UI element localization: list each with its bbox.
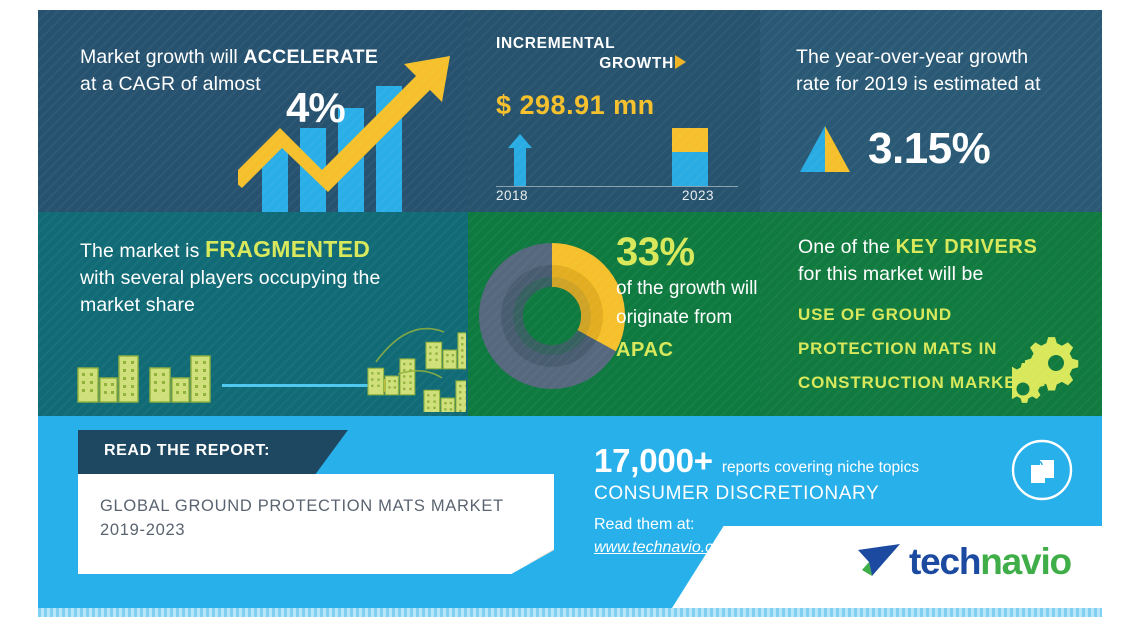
- infographic-canvas: Market growth will ACCELERATE at a CAGR …: [38, 10, 1102, 617]
- yoy-value: 3.15%: [868, 124, 991, 173]
- technavio-mark-icon: [858, 544, 900, 576]
- read-the-report-tab[interactable]: READ THE REPORT:: [78, 430, 348, 474]
- drivers-statement: One of the KEY DRIVERS for this market w…: [798, 234, 1098, 400]
- technavio-wordmark: technavio: [909, 541, 1072, 583]
- building-cluster-right-2: [425, 332, 468, 370]
- incremental-label-line1: INCREMENTAL: [496, 35, 616, 52]
- panel-fragmented: The market is FRAGMENTED with several pl…: [38, 212, 468, 416]
- technavio-logo: technavio: [856, 540, 1072, 584]
- reports-subtitle: reports covering niche topics: [721, 459, 920, 476]
- cagr-growth-chart: [230, 28, 468, 212]
- bar-2023-base: [672, 152, 708, 186]
- drivers-caption-line2: PROTECTION MATS IN: [798, 339, 998, 358]
- shopping-bags-icon-svg: [1011, 439, 1073, 501]
- footer-stats: 17,000+ reports covering niche topics CO…: [594, 442, 1014, 557]
- building-cluster-left-2: [149, 355, 211, 403]
- gears-icon-svg: [1004, 337, 1079, 403]
- shopping-bags-icon: [1010, 438, 1074, 502]
- bar-2023-increment-shape: [672, 70, 708, 152]
- panel-key-drivers: One of the KEY DRIVERS for this market w…: [760, 212, 1102, 416]
- yoy-text-line2: rate for 2019 is estimated at: [796, 73, 1041, 95]
- logo-text-tech: tech: [909, 541, 981, 582]
- building-cluster-right-1: [367, 358, 416, 396]
- panel-footer: READ THE REPORT: GLOBAL GROUND PROTECTIO…: [38, 416, 1102, 617]
- drivers-text-line2: for this market will be: [798, 263, 984, 285]
- fragmented-text-bold: FRAGMENTED: [204, 236, 371, 262]
- incremental-growth-label: INCREMENTAL GROWTH: [496, 34, 686, 74]
- cagr-text-bold: ACCELERATE: [243, 46, 379, 68]
- donut-apac-segment: [479, 243, 625, 389]
- yoy-text-line1: The year-over-year growth: [796, 46, 1029, 68]
- fragmentation-arcs: [375, 327, 468, 379]
- incremental-chart-svg: [508, 68, 708, 186]
- logo-text-navio: navio: [980, 541, 1072, 582]
- reports-category: CONSUMER DISCRETIONARY: [594, 483, 880, 504]
- stat-headline-row: 17,000+ reports covering niche topics: [594, 442, 1014, 480]
- fragmented-illustration-svg: [77, 327, 468, 416]
- apac-percent: 33%: [616, 230, 695, 274]
- building-cluster-left-1: [77, 355, 139, 403]
- gears-icon: [1004, 332, 1096, 412]
- read-them-at-label: Read them at:: [594, 516, 695, 533]
- page-fold-corner: [510, 549, 554, 574]
- cagr-text-part2: at a CAGR of almost: [80, 73, 261, 95]
- fragmented-statement: The market is FRAGMENTED with several pl…: [80, 236, 430, 319]
- drivers-text-bold: KEY DRIVERS: [895, 236, 1038, 258]
- drivers-caption-line1: USE OF GROUND: [798, 305, 952, 324]
- panel-cagr: Market growth will ACCELERATE at a CAGR …: [38, 10, 468, 212]
- fragmented-text-part1: The market is: [80, 240, 205, 262]
- cagr-chart-svg: [230, 56, 450, 212]
- drivers-caption-line3: CONSTRUCTION MARKET: [798, 373, 1028, 392]
- apac-text-line1: of the growth will: [616, 278, 758, 299]
- year-label-2023: 2023: [682, 188, 715, 203]
- incremental-growth-value: $ 298.91 mn: [496, 90, 655, 120]
- donut-hole: [523, 287, 581, 345]
- year-label-2018: 2018: [496, 188, 529, 203]
- apac-donut-svg: [479, 243, 625, 389]
- reports-count: 17,000+: [594, 442, 713, 479]
- cagr-value: 4%: [286, 84, 346, 131]
- incremental-label-line2: GROWTH: [599, 55, 674, 72]
- incremental-growth-chart: 2018 2023: [486, 68, 748, 204]
- read-the-report-label: READ THE REPORT:: [104, 442, 271, 459]
- apac-description: of the growth will originate from APAC: [616, 274, 760, 365]
- technavio-logo-panel: technavio: [672, 526, 1102, 608]
- apac-region-label: APAC: [616, 339, 674, 361]
- footer-bottom-rule: [38, 608, 1102, 617]
- building-cluster-right-3: [423, 380, 468, 416]
- panel-apac-share: 33% of the growth will originate from AP…: [468, 212, 760, 416]
- cagr-trend-arrow: [230, 56, 450, 192]
- fragmented-text-line2: with several players occupying the: [80, 267, 381, 289]
- report-title: GLOBAL GROUND PROTECTION MATS MARKET 201…: [100, 497, 504, 539]
- play-triangle-icon: [675, 55, 686, 69]
- panel-incremental-growth: INCREMENTAL GROWTH $ 298.91 mn 2018 2023: [468, 10, 760, 212]
- fragmented-market-illustration: [46, 308, 468, 416]
- fragmented-text-line3: market share: [80, 294, 195, 316]
- apac-statement: 33% of the growth will originate from AP…: [616, 230, 760, 365]
- apac-text-line2: originate from: [616, 307, 733, 328]
- drivers-text-part1: One of the: [798, 236, 896, 258]
- apac-donut-chart: [478, 242, 626, 390]
- panel-yoy-growth: The year-over-year growth rate for 2019 …: [760, 10, 1102, 212]
- bar-2018: [508, 134, 532, 186]
- yoy-value-row: 3.15%: [796, 124, 991, 174]
- incremental-axis-line: [496, 186, 738, 187]
- technavio-url-link[interactable]: www.technavio.com: [594, 539, 736, 556]
- report-card[interactable]: GLOBAL GROUND PROTECTION MATS MARKET 201…: [78, 474, 554, 574]
- cagr-statement: Market growth will ACCELERATE at a CAGR …: [80, 44, 410, 98]
- donut-apac-segment-inner: [501, 265, 603, 367]
- cagr-text-part1: Market growth will: [80, 46, 244, 68]
- up-triangle-icon: [800, 126, 850, 172]
- yoy-statement: The year-over-year growth rate for 2019 …: [796, 44, 1086, 98]
